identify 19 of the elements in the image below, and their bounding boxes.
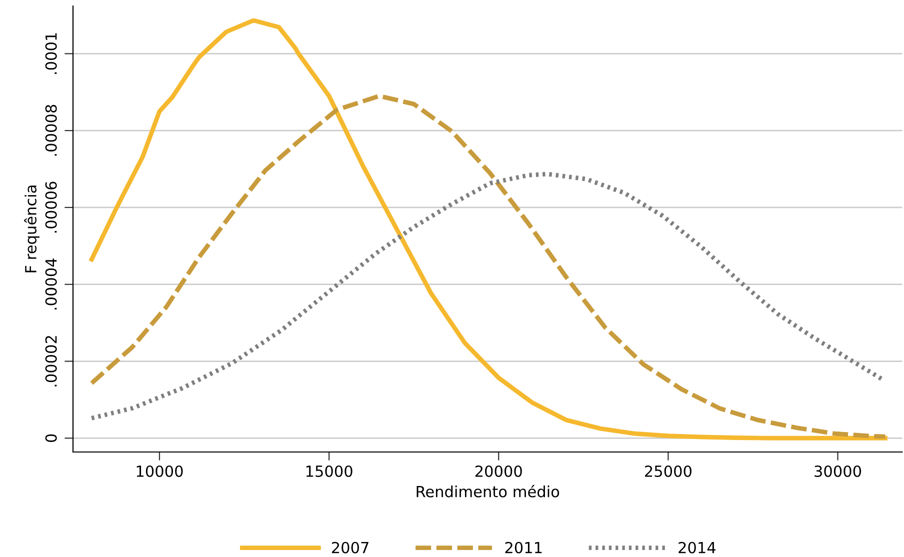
line-series [89,94,888,439]
line-series [89,18,888,440]
x-tick-label: 15000 [306,465,352,478]
y-tick-label: .00008 [45,104,57,156]
legend-label: 2014 [678,542,716,554]
y-tick-label: .00004 [45,258,57,310]
y-tick-label: 0 [45,434,57,442]
x-tick-label: 10000 [136,465,183,478]
y-tick-label: .00006 [45,182,57,233]
y-tick-label: .0001 [45,33,57,74]
y-axis-title: F requência [24,186,40,272]
line-series [89,172,886,420]
legend-label: 2007 [332,542,368,554]
y-tick-label: .00002 [45,336,57,386]
x-tick-label: 25000 [645,465,692,478]
x-tick-label: 30000 [814,465,862,478]
legend-label: 2011 [505,542,542,554]
x-tick-label: 20000 [475,465,522,478]
x-axis-title: Rendimento médio [416,484,560,498]
